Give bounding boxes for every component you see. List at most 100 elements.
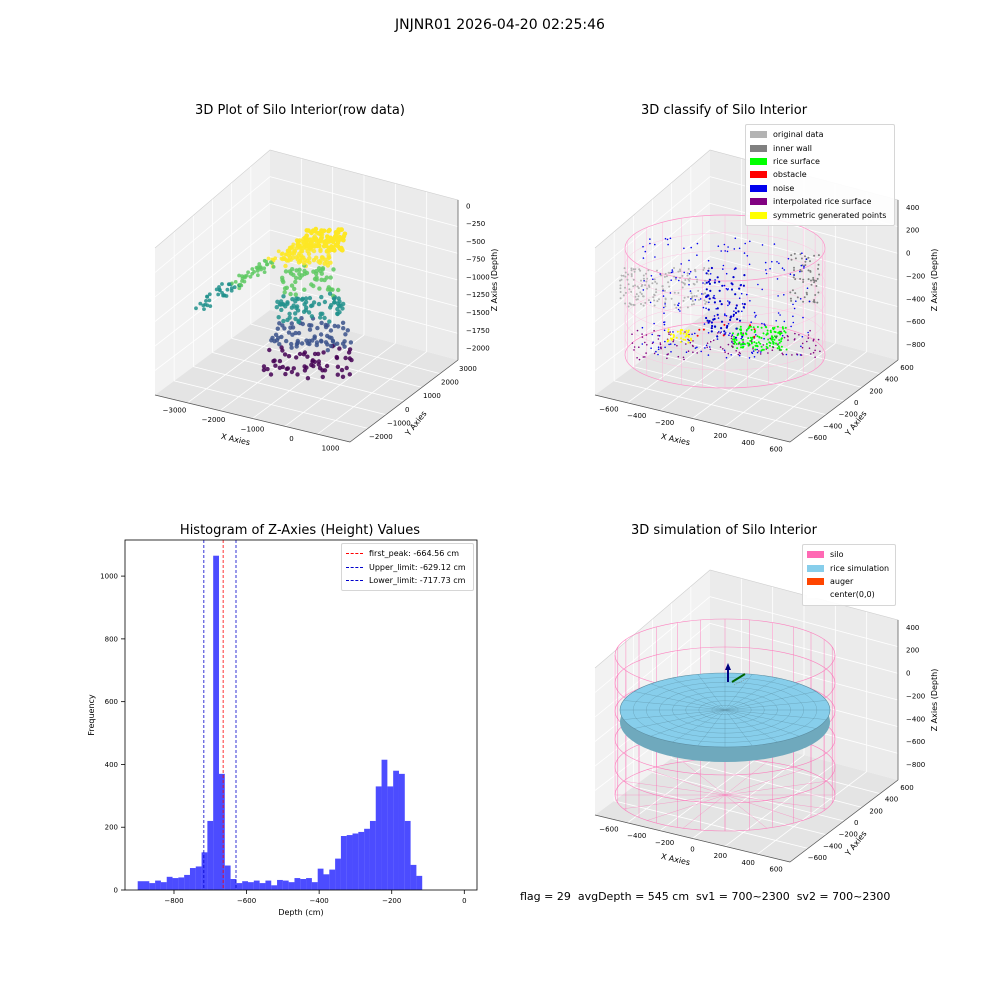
data-point [347,347,353,352]
point-rice-surface [774,331,777,334]
data-point [314,342,319,348]
point-noise-cluster [731,283,734,286]
point-original [695,295,698,298]
point-noise [729,332,731,335]
point-inner-wall [815,285,818,287]
point-inner-wall [802,300,805,303]
data-point [297,251,301,256]
point-rice-surface [777,331,780,334]
data-point [335,372,340,377]
point-noise [667,243,669,246]
data-point [214,287,219,292]
point-noise [765,269,767,271]
point-interpolated [812,351,815,354]
point-noise [653,322,655,325]
point-noise [756,348,758,351]
point-noise [801,252,803,254]
point-noise-cluster [735,327,738,330]
point-noise [761,288,763,291]
point-noise [724,250,726,252]
z-tick-label: −800 [906,341,925,349]
point-noise [663,329,666,332]
point-rice-surface [736,334,739,337]
point-noise-cluster [705,281,708,284]
histogram-bar [207,820,214,890]
data-point [318,248,323,254]
data-point [309,314,315,319]
point-noise [662,295,665,297]
point-noise [715,308,717,310]
point-interpolated [779,349,781,351]
point-inner-wall [796,296,799,299]
z-tick-label: 0 [906,670,910,678]
point-original [619,279,621,282]
data-point [334,355,340,361]
data-point [288,291,293,297]
point-rice-surface [764,325,767,328]
data-point [277,342,282,347]
point-noise [679,310,681,312]
point-symmetric [685,334,688,337]
point-inner-wall [801,264,804,267]
data-point [321,228,327,234]
point-symmetric [670,333,673,336]
point-interpolated [668,333,670,335]
point-noise-cluster [734,311,738,314]
silo-floor-spoke [647,769,726,796]
data-point [294,305,299,311]
point-rice-surface [784,326,787,329]
x-tick-label: 0 [289,435,293,443]
point-symmetric [671,338,674,341]
point-noise [707,259,710,262]
point-symmetric [675,336,678,339]
point-interpolated [772,346,775,349]
point-original [681,274,684,277]
z-tick-label: −750 [466,256,485,264]
legend-line [346,579,363,581]
point-noise [654,256,656,258]
data-point [299,341,305,346]
point-interpolated [719,332,722,334]
point-noise [657,346,660,348]
data-point [340,320,346,325]
data-point [322,315,327,321]
histogram-bar [410,864,417,890]
silo-floor-spoke [623,794,726,809]
point-noise-cluster [734,336,737,339]
data-point [316,259,321,264]
point-noise [799,270,801,273]
point-noise-cluster [720,320,724,323]
y-tick-label: 0 [854,399,858,407]
point-rice-surface [735,339,738,341]
data-point [280,364,285,370]
histogram-bar [236,883,243,890]
data-point [290,297,295,302]
data-point [279,307,284,313]
point-interpolated [759,353,762,355]
point-noise [683,271,685,274]
point-noise [664,237,667,240]
data-point [328,343,334,349]
point-noise [703,323,706,325]
point-rice-surface [766,329,769,332]
point-inner-wall [789,297,792,300]
point-original [694,268,697,271]
x-tick-label: −3000 [163,407,187,415]
point-original [664,301,667,304]
histogram-bar [230,879,237,890]
data-point [280,251,285,256]
point-noise [704,347,706,349]
point-symmetric [684,338,687,341]
point-original [648,285,651,288]
point-interpolated [666,357,668,360]
point-inner-wall [802,278,805,281]
point-noise [657,353,659,356]
data-point [270,335,275,341]
point-inner-wall [809,270,812,273]
point-noise [663,321,665,324]
point-noise-cluster [742,284,745,287]
point-noise [696,346,698,349]
point-original [647,269,650,272]
data-point [276,315,281,320]
z-tick-label: −200 [906,692,925,700]
